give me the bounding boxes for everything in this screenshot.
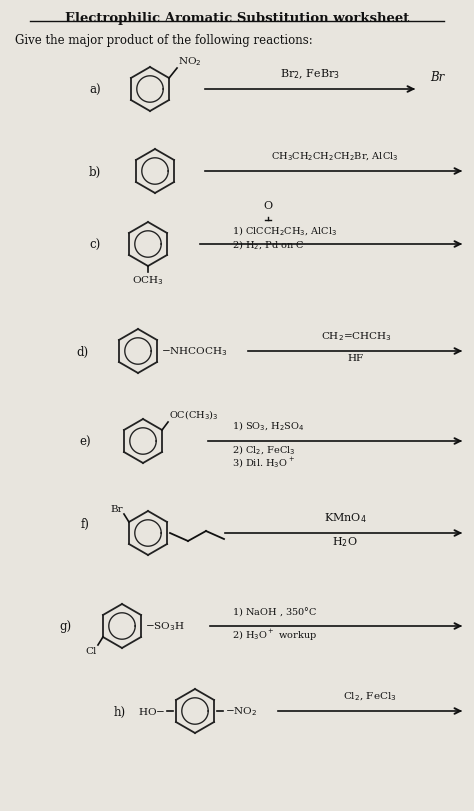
Text: 1) NaOH , 350$\degree$C: 1) NaOH , 350$\degree$C	[232, 604, 318, 617]
Text: OC(CH$_3$)$_3$: OC(CH$_3$)$_3$	[169, 408, 219, 422]
Text: HO$-$: HO$-$	[138, 706, 165, 717]
Text: Electrophilic Aromatic Substitution worksheet: Electrophilic Aromatic Substitution work…	[65, 12, 409, 25]
Text: OCH$_3$: OCH$_3$	[132, 273, 164, 286]
Text: 3) Dil. H$_3$O$^+$: 3) Dil. H$_3$O$^+$	[232, 454, 295, 469]
Text: f): f)	[81, 517, 90, 530]
Text: $-$SO$_3$H: $-$SO$_3$H	[145, 620, 185, 633]
Text: Br: Br	[110, 504, 123, 513]
Text: b): b)	[89, 165, 101, 178]
Text: Br: Br	[430, 71, 444, 84]
Text: a): a)	[89, 84, 101, 97]
Text: KMnO$_4$: KMnO$_4$	[324, 511, 366, 525]
Text: e): e)	[79, 435, 91, 448]
Text: g): g)	[59, 620, 71, 633]
Text: 2) Cl$_2$, FeCl$_3$: 2) Cl$_2$, FeCl$_3$	[232, 443, 296, 456]
Text: c): c)	[90, 238, 100, 251]
Text: NO$_2$: NO$_2$	[178, 55, 201, 68]
Text: HF: HF	[348, 354, 364, 363]
Text: 1) ClCCH$_2$CH$_3$, AlCl$_3$: 1) ClCCH$_2$CH$_3$, AlCl$_3$	[232, 224, 337, 238]
Text: CH$_2$=CHCH$_3$: CH$_2$=CHCH$_3$	[320, 330, 392, 342]
Text: 2) H$_3$O$^+$ workup: 2) H$_3$O$^+$ workup	[232, 627, 317, 642]
Text: h): h)	[114, 705, 126, 718]
Text: CH$_3$CH$_2$CH$_2$CH$_2$Br, AlCl$_3$: CH$_3$CH$_2$CH$_2$CH$_2$Br, AlCl$_3$	[271, 150, 399, 163]
Text: Br$_2$, FeBr$_3$: Br$_2$, FeBr$_3$	[280, 67, 340, 81]
Text: 2) H$_2$, Pd on C: 2) H$_2$, Pd on C	[232, 238, 304, 251]
Text: d): d)	[76, 345, 88, 358]
Text: O: O	[264, 201, 273, 211]
Text: 1) SO$_3$, H$_2$SO$_4$: 1) SO$_3$, H$_2$SO$_4$	[232, 419, 305, 432]
Text: $-$NHCOCH$_3$: $-$NHCOCH$_3$	[161, 345, 228, 358]
Text: Cl$_2$, FeCl$_3$: Cl$_2$, FeCl$_3$	[343, 689, 397, 702]
Text: Cl: Cl	[86, 646, 97, 655]
Text: H$_2$O: H$_2$O	[332, 534, 358, 548]
Text: Give the major product of the following reactions:: Give the major product of the following …	[15, 34, 313, 47]
Text: $-$NO$_2$: $-$NO$_2$	[225, 705, 257, 718]
